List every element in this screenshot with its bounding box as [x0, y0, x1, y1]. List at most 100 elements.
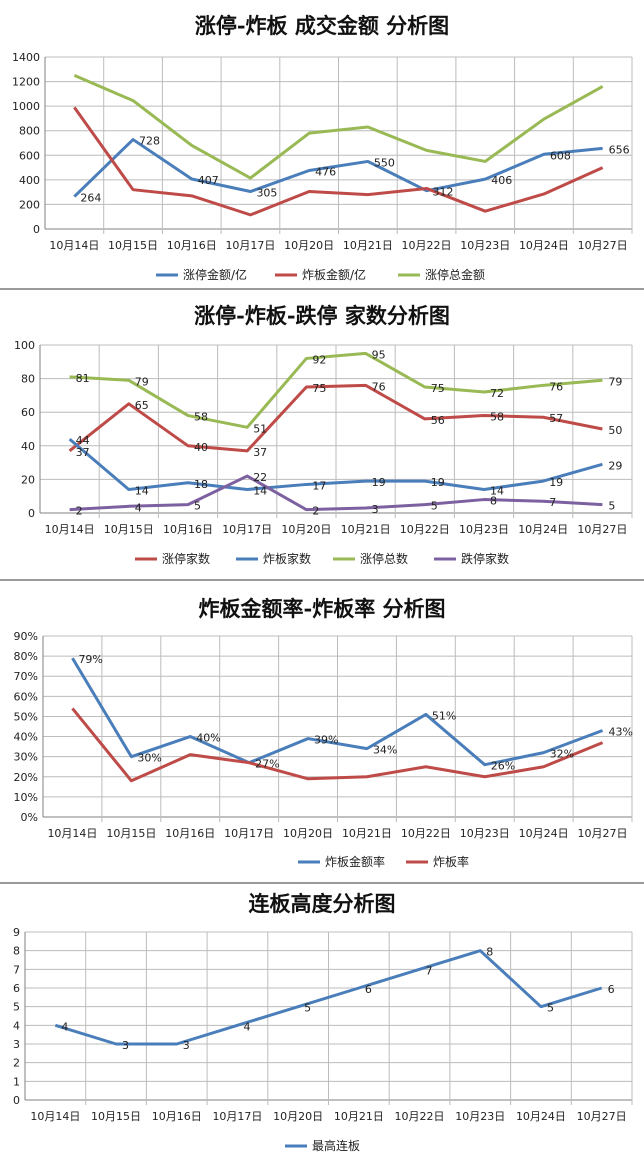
y-tick-label: 4 — [13, 1019, 20, 1032]
plot-area: 0% 10% 20% 30% 40% 50% 60% 70% 80% 90% 10月14日 10月15… — [14, 630, 633, 840]
y-tick-label: 40% — [14, 731, 38, 744]
data-label: 50 — [608, 424, 622, 437]
legend-entry: 炸板家数 — [263, 551, 311, 566]
data-label: 37 — [253, 446, 267, 459]
data-label: 32% — [550, 748, 574, 761]
data-label: 5 — [194, 500, 201, 513]
series-line — [73, 74, 604, 180]
y-tick-label: 1 — [13, 1075, 20, 1088]
plot-area: 0 200 400 600 800 1000 1200 1400 10月14日 10月15日 10月… — [12, 51, 633, 252]
data-label: 72 — [490, 387, 504, 400]
x-tick-label: 10月21日 — [343, 239, 393, 252]
y-tick-label: 50% — [14, 710, 38, 723]
data-label: 75 — [312, 382, 326, 395]
y-tick-label: 30% — [14, 751, 38, 764]
data-label: 3 — [183, 1039, 190, 1052]
data-label: 30% — [137, 752, 161, 765]
data-label: 305 — [256, 187, 277, 200]
data-label: 14 — [135, 484, 149, 497]
legend-entry: 最高连板 — [312, 1138, 360, 1153]
data-label: 5 — [547, 1002, 554, 1015]
legend-entry: 炸板金额/亿 — [302, 267, 366, 282]
series-line — [68, 383, 603, 453]
x-tick-label: 10月14日 — [45, 523, 95, 536]
data-label: 58 — [490, 411, 504, 424]
x-tick-label: 10月17日 — [222, 523, 272, 536]
legend: 最高连板 — [285, 1138, 360, 1153]
data-label: 76 — [372, 380, 386, 393]
x-tick-label: 10月27日 — [578, 239, 628, 252]
x-tick-label: 10月24日 — [518, 523, 568, 536]
legend-entry: 涨停总数 — [360, 551, 408, 566]
x-tick-label: 10月24日 — [519, 827, 569, 840]
legend-entry: 涨停家数 — [162, 551, 210, 566]
series-line — [71, 707, 604, 783]
y-tick-label: 20% — [14, 771, 38, 784]
data-label: 19 — [372, 476, 386, 489]
data-label: 92 — [312, 353, 326, 366]
amount-line-chart: 0 200 400 600 800 1000 1200 1400 10月14日 10月15日 10月… — [12, 51, 633, 282]
x-tick-label: 10月15日 — [106, 827, 156, 840]
data-label: 79 — [608, 375, 622, 388]
data-label: 608 — [550, 149, 571, 162]
series-line — [73, 138, 603, 198]
y-tick-label: 100 — [14, 339, 35, 352]
x-tick-label: 10月27日 — [578, 827, 628, 840]
data-label: 6 — [608, 983, 615, 996]
x-tick-label: 10月24日 — [519, 239, 569, 252]
height-line-chart: 0 1 2 3 4 5 6 7 8 9 10月14日 10月15日 10月16日 10月17日 10月20日… — [13, 926, 633, 1153]
data-label: 19 — [549, 476, 563, 489]
data-label: 3 — [372, 503, 379, 516]
data-label: 40% — [196, 732, 220, 745]
x-tick-label: 10月17日 — [224, 827, 274, 840]
data-label: 5 — [304, 1002, 311, 1015]
y-tick-label: 0 — [13, 1094, 20, 1107]
data-label: 79% — [78, 653, 102, 666]
x-tick-label: 10月16日 — [152, 1110, 202, 1123]
y-tick-label: 400 — [19, 174, 40, 187]
data-label: 57 — [549, 412, 563, 425]
y-tick-label: 200 — [19, 198, 40, 211]
data-label: 81 — [76, 372, 90, 385]
x-tick-label: 10月27日 — [577, 1110, 627, 1123]
series-line — [73, 106, 604, 217]
y-tick-label: 60 — [21, 406, 35, 419]
data-label: 34% — [373, 744, 397, 757]
divider — [0, 579, 644, 581]
data-label: 312 — [433, 186, 454, 199]
legend: 涨停家数 炸板家数 涨停总数 跌停家数 — [135, 551, 509, 566]
x-tick-label: 10月16日 — [167, 239, 217, 252]
y-tick-label: 600 — [19, 149, 40, 162]
x-tick-label: 10月17日 — [225, 239, 275, 252]
x-tick-label: 10月20日 — [273, 1110, 323, 1123]
y-tick-label: 8 — [13, 945, 20, 958]
data-label: 26% — [491, 760, 515, 773]
data-label: 2 — [312, 505, 319, 518]
chart-panel-count: 涨停-炸板-跌停 家数分析图 0 20 40 60 80 100 10月14日 10月15日 1… — [0, 290, 644, 578]
x-tick-label: 10月15日 — [104, 523, 154, 536]
legend-entry: 炸板率 — [433, 854, 469, 869]
data-label: 18 — [194, 478, 208, 491]
x-tick-label: 10月27日 — [577, 523, 627, 536]
data-label: 2 — [76, 505, 83, 518]
x-tick-label: 10月20日 — [281, 523, 331, 536]
x-tick-label: 10月24日 — [516, 1110, 566, 1123]
data-label: 40 — [194, 441, 208, 454]
legend-entry: 跌停家数 — [461, 551, 509, 566]
x-tick-label: 10月16日 — [165, 827, 215, 840]
data-label: 728 — [139, 135, 160, 148]
data-label: 79 — [135, 375, 149, 388]
chart-title: 涨停-炸板 成交金额 分析图 — [194, 13, 450, 38]
y-tick-label: 70% — [14, 670, 38, 683]
plot-area: 0 20 40 60 80 100 10月14日 10月15日 10月16日 10月17日 10月2… — [14, 339, 633, 536]
data-label: 7 — [426, 964, 433, 977]
y-tick-label: 5 — [13, 1001, 20, 1014]
data-label: 3 — [122, 1039, 129, 1052]
chart-panel-height: 连板高度分析图 0 1 2 3 4 5 6 7 8 9 10月14日 10月15日 10月16日 10月1… — [0, 884, 644, 1169]
y-tick-label: 80% — [14, 650, 38, 663]
chart-title: 连板高度分析图 — [248, 891, 396, 916]
y-tick-label: 1000 — [12, 100, 40, 113]
data-label: 4 — [61, 1020, 68, 1033]
y-tick-label: 800 — [19, 125, 40, 138]
data-label: 75 — [431, 382, 445, 395]
